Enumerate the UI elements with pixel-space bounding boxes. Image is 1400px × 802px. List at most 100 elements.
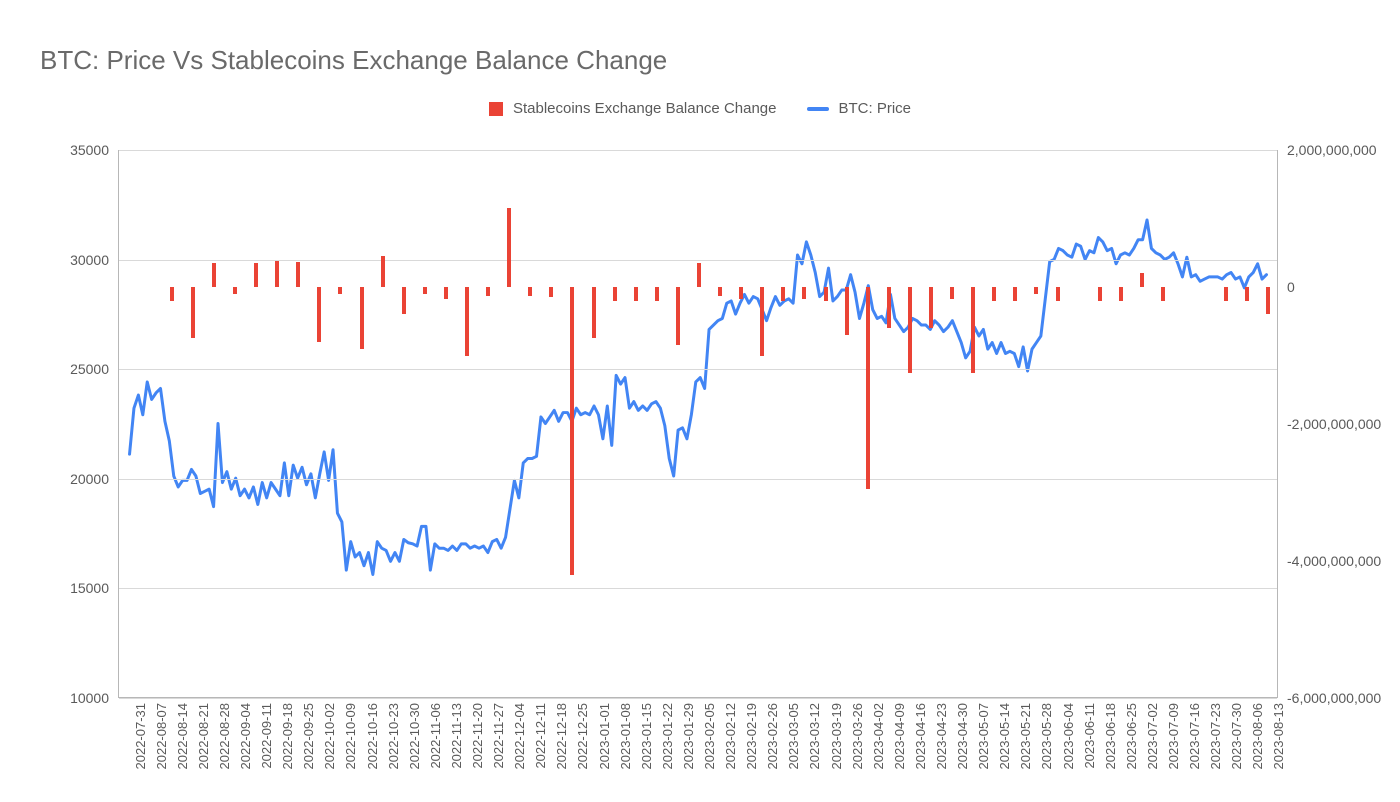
gridline: [119, 479, 1277, 480]
bar: [570, 287, 574, 575]
bar: [528, 287, 532, 296]
x-tick-label: 2022-08-28: [217, 703, 232, 770]
bar: [1034, 287, 1038, 294]
bar: [254, 263, 258, 287]
y-left-tick-label: 20000: [70, 471, 119, 487]
x-tick-label: 2022-09-25: [301, 703, 316, 770]
y-right-tick-label: -6,000,000,000: [1277, 690, 1381, 706]
x-tick-label: 2022-07-31: [133, 703, 148, 770]
x-tick-label: 2023-07-09: [1166, 703, 1181, 770]
chart-container: BTC: Price Vs Stablecoins Exchange Balan…: [0, 0, 1400, 802]
bar: [465, 287, 469, 356]
bar: [1161, 287, 1165, 301]
bar: [1140, 273, 1144, 287]
bar: [592, 287, 596, 338]
x-tick-label: 2023-05-07: [976, 703, 991, 770]
bar: [549, 287, 553, 297]
y-left-tick-label: 25000: [70, 361, 119, 377]
bar: [824, 287, 828, 301]
bar: [929, 287, 933, 328]
x-tick-label: 2022-11-20: [470, 703, 485, 769]
x-tick-label: 2023-05-28: [1039, 703, 1054, 770]
y-left-tick-label: 35000: [70, 142, 119, 158]
bar: [212, 263, 216, 287]
x-tick-label: 2022-10-30: [407, 703, 422, 770]
bar: [760, 287, 764, 356]
bar: [507, 208, 511, 287]
x-tick-label: 2023-05-21: [1018, 703, 1033, 770]
x-tick-label: 2023-06-25: [1124, 703, 1139, 770]
bar: [739, 287, 743, 299]
legend-label-bars: Stablecoins Exchange Balance Change: [513, 100, 777, 117]
y-right-tick-label: 0: [1277, 279, 1295, 295]
x-tick-label: 2023-03-19: [829, 703, 844, 770]
gridline: [119, 588, 1277, 589]
x-tick-label: 2023-03-26: [850, 703, 865, 770]
x-tick-label: 2022-12-04: [512, 703, 527, 770]
legend-swatch-line: [807, 107, 829, 111]
x-tick-label: 2022-12-11: [533, 703, 548, 769]
x-tick-label: 2022-09-11: [259, 703, 274, 769]
bar: [360, 287, 364, 349]
x-tick-label: 2022-10-09: [343, 703, 358, 770]
x-tick-label: 2023-05-14: [997, 703, 1012, 770]
y-right-tick-label: -4,000,000,000: [1277, 553, 1381, 569]
x-tick-label: 2023-04-23: [934, 703, 949, 770]
bar: [802, 287, 806, 299]
x-tick-label: 2022-10-02: [322, 703, 337, 770]
y-left-tick-label: 10000: [70, 690, 119, 706]
bar: [950, 287, 954, 299]
x-tick-label: 2023-02-12: [723, 703, 738, 770]
bar: [402, 287, 406, 314]
gridline: [119, 698, 1277, 699]
bar: [1056, 287, 1060, 301]
bar: [170, 287, 174, 301]
y-right-tick-label: 2,000,000,000: [1277, 142, 1377, 158]
x-tick-label: 2023-08-06: [1250, 703, 1265, 770]
x-tick-label: 2022-11-27: [491, 703, 506, 769]
x-tick-label: 2023-01-08: [618, 703, 633, 770]
x-tick-label: 2023-07-23: [1208, 703, 1223, 770]
bar: [1098, 287, 1102, 301]
x-tick-label: 2022-11-13: [449, 703, 464, 769]
legend-swatch-bar: [489, 102, 503, 116]
bar: [444, 287, 448, 299]
bar: [1013, 287, 1017, 301]
y-left-tick-label: 15000: [70, 580, 119, 596]
x-tick-label: 2023-03-05: [786, 703, 801, 770]
x-tick-label: 2022-08-14: [175, 703, 190, 770]
x-tick-label: 2023-07-30: [1229, 703, 1244, 770]
x-tick-label: 2022-12-18: [554, 703, 569, 770]
bar: [423, 287, 427, 294]
legend-item-bars: Stablecoins Exchange Balance Change: [489, 100, 777, 117]
legend: Stablecoins Exchange Balance Change BTC:…: [0, 100, 1400, 117]
x-tick-label: 2022-08-21: [196, 703, 211, 770]
bar: [781, 287, 785, 301]
bar: [718, 287, 722, 296]
x-tick-label: 2023-04-02: [871, 703, 886, 770]
bar: [486, 287, 490, 296]
x-tick-label: 2023-06-04: [1061, 703, 1076, 770]
x-tick-label: 2023-03-12: [807, 703, 822, 770]
bar: [1266, 287, 1270, 314]
x-tick-label: 2023-04-09: [892, 703, 907, 770]
legend-label-line: BTC: Price: [839, 100, 912, 117]
bar: [613, 287, 617, 301]
x-tick-label: 2023-06-18: [1103, 703, 1118, 770]
bar: [1245, 287, 1249, 301]
bar: [634, 287, 638, 301]
bar: [317, 287, 321, 342]
bar: [887, 287, 891, 328]
y-left-tick-label: 30000: [70, 252, 119, 268]
x-tick-label: 2023-01-15: [639, 703, 654, 770]
x-tick-label: 2023-02-26: [765, 703, 780, 770]
x-tick-label: 2023-02-05: [702, 703, 717, 770]
x-tick-label: 2022-10-16: [365, 703, 380, 770]
bar: [992, 287, 996, 301]
x-tick-label: 2022-12-25: [575, 703, 590, 770]
legend-item-line: BTC: Price: [807, 100, 912, 117]
bar: [655, 287, 659, 301]
plot-area: 100001500020000250003000035000-6,000,000…: [118, 150, 1278, 698]
gridline: [119, 260, 1277, 261]
x-tick-label: 2022-10-23: [386, 703, 401, 770]
